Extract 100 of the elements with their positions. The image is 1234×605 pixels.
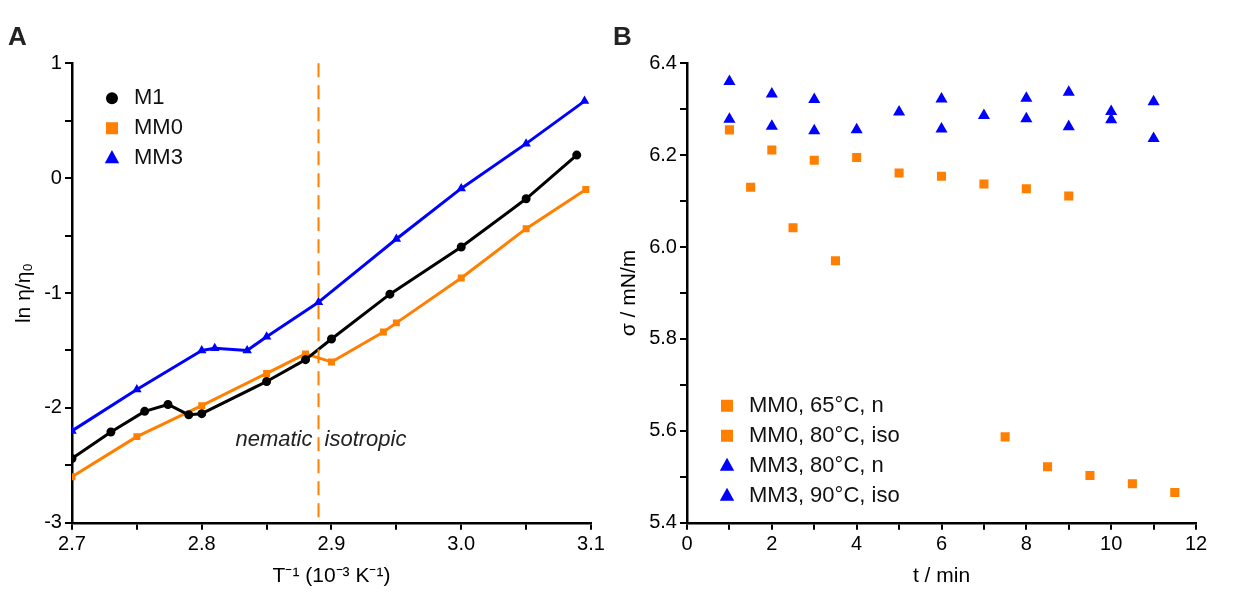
point (979, 179, 989, 189)
point (106, 427, 116, 437)
point (1085, 470, 1095, 480)
x-tick-label: 2.9 (317, 532, 346, 555)
point (379, 328, 387, 336)
point (1105, 105, 1117, 115)
annotation: isotropic (324, 426, 407, 452)
x-tick-label: 0 (681, 532, 693, 555)
y-tick-label: 5.6 (649, 418, 677, 441)
point (852, 152, 862, 162)
point (522, 139, 531, 147)
legend-label: MM3, 90°C, iso (749, 481, 900, 507)
point (894, 168, 904, 178)
y-tick-label: 6.0 (649, 234, 677, 257)
point (1063, 86, 1075, 96)
point (263, 369, 271, 377)
x-tick-label: 3.1 (577, 532, 605, 555)
point (724, 75, 735, 86)
point (140, 406, 150, 416)
point (1064, 191, 1074, 201)
point (184, 410, 194, 420)
x-axis-title: T⁻¹ (10⁻³ K⁻¹) (272, 563, 391, 587)
point (788, 223, 798, 233)
point (197, 345, 206, 354)
annotation: nematic (235, 426, 313, 452)
legend-label: MM0, 65°C, n (749, 391, 884, 417)
x-axis-title: t / min (912, 563, 971, 587)
legend-label: MM0 (133, 114, 183, 140)
point (210, 343, 219, 351)
point (1000, 432, 1010, 442)
point (385, 289, 395, 299)
x-tick-label: 2.7 (58, 532, 86, 555)
point (132, 385, 141, 393)
point (724, 113, 735, 123)
point (766, 120, 778, 130)
x-tick-label: 4 (851, 532, 863, 555)
point (1127, 479, 1137, 489)
chart-title: B (613, 20, 632, 51)
point (1148, 95, 1159, 106)
y-tick-label: 0 (50, 165, 62, 188)
point (456, 242, 466, 252)
point (198, 402, 206, 410)
point (392, 319, 400, 327)
point (1148, 132, 1159, 143)
point (1170, 487, 1180, 497)
point (457, 274, 465, 282)
y-tick-label: 5.8 (649, 326, 677, 349)
x-tick-label: 10 (1100, 532, 1123, 555)
point (936, 122, 947, 133)
y-tick-label: 1 (50, 50, 62, 73)
point (197, 409, 207, 419)
point (582, 186, 590, 194)
x-tick-label: 2.8 (187, 532, 216, 555)
point (746, 182, 756, 192)
point (808, 93, 820, 104)
point (1021, 184, 1031, 194)
point (809, 155, 819, 165)
point (1043, 462, 1053, 472)
point (830, 256, 840, 266)
point (262, 376, 272, 386)
point (392, 234, 401, 242)
point (936, 93, 947, 103)
point (580, 96, 589, 104)
y-axis-title: σ / mN/m (616, 249, 640, 337)
point (163, 399, 173, 409)
point (978, 109, 990, 120)
point (766, 87, 778, 98)
y-tick-label: -1 (44, 280, 62, 303)
x-tick-label: 2 (766, 532, 778, 555)
point (133, 433, 141, 441)
point (851, 123, 862, 134)
y-tick-label: 6.2 (649, 142, 677, 165)
point (328, 358, 335, 366)
chart-title: A (8, 20, 27, 51)
point (893, 105, 905, 116)
point (1021, 112, 1032, 123)
point (243, 345, 252, 354)
point (522, 225, 530, 233)
point (572, 150, 582, 160)
x-tick-label: 6 (935, 532, 948, 555)
y-tick-label: 6.4 (649, 50, 677, 73)
y-tick-label: -3 (44, 510, 62, 533)
point (767, 145, 777, 155)
point (1021, 92, 1032, 102)
legend-label: MM3, 80°C, n (749, 451, 884, 477)
point (326, 334, 336, 344)
point (1063, 120, 1075, 131)
legend-label: M1 (133, 84, 165, 110)
point (521, 194, 531, 204)
x-tick-label: 8 (1020, 532, 1032, 555)
x-tick-label: 12 (1184, 532, 1208, 555)
legend-label: MM0, 80°C, iso (749, 421, 900, 447)
x-tick-label: 3.0 (447, 532, 476, 555)
point (724, 125, 734, 135)
legend-label: MM3 (133, 144, 183, 170)
y-tick-label: -2 (44, 395, 62, 418)
point (314, 297, 323, 305)
point (457, 183, 466, 192)
point (808, 124, 820, 135)
y-tick-label: 5.4 (649, 510, 677, 533)
